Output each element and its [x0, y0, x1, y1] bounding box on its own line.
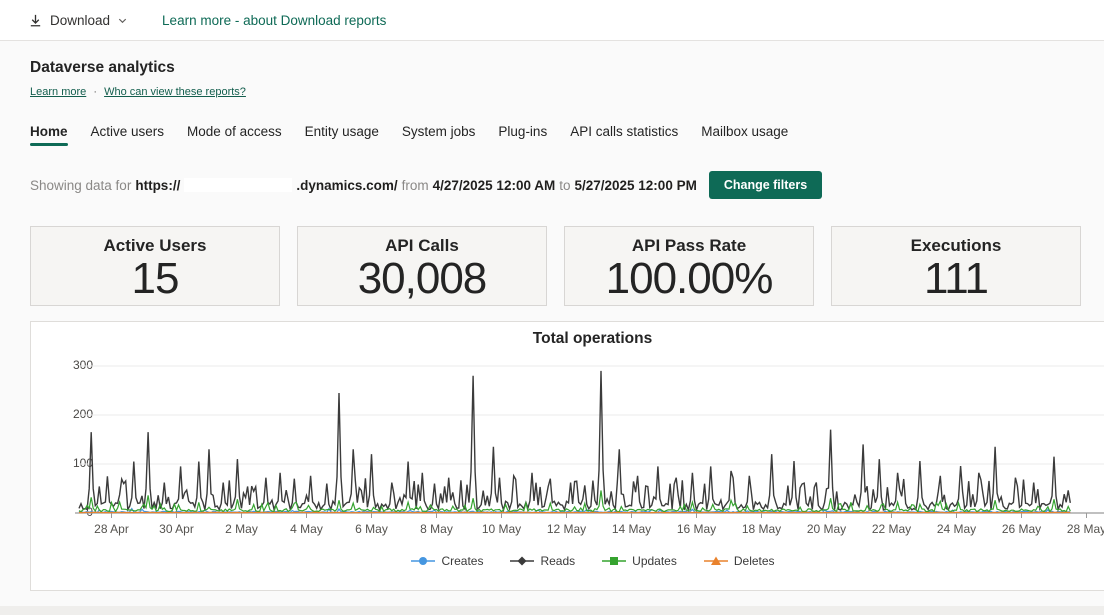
- download-button[interactable]: Download: [28, 13, 128, 28]
- x-axis-tick-label: 8 May: [420, 522, 453, 536]
- x-axis-tick-label: 6 May: [355, 522, 388, 536]
- kpi-card-row: Active Users 15 API Calls 30,008 API Pas…: [30, 226, 1081, 306]
- x-axis-tick-label: 18 May: [741, 522, 782, 536]
- legend-label: Reads: [540, 554, 576, 568]
- legend-item-reads[interactable]: Reads: [509, 554, 575, 568]
- x-axis-tick-label: 24 May: [936, 522, 977, 536]
- x-axis-tick-label: 10 May: [481, 522, 522, 536]
- kpi-value: 30,008: [357, 254, 488, 303]
- x-axis-tick-label: 20 May: [806, 522, 847, 536]
- page-title: Dataverse analytics: [30, 59, 175, 76]
- legend-item-updates[interactable]: Updates: [601, 554, 677, 568]
- x-axis-tick-label: 22 May: [871, 522, 912, 536]
- kpi-title: Executions: [910, 236, 1002, 255]
- series-line-updates: [78, 490, 1071, 513]
- chart-legend: Creates Reads Updates Deletes: [31, 554, 1104, 568]
- main-content: Dataverse analytics Learn more · Who can…: [0, 59, 1104, 591]
- tab-mailbox-usage[interactable]: Mailbox usage: [701, 124, 789, 139]
- learn-more-link[interactable]: Learn more: [30, 86, 87, 98]
- legend-label: Deletes: [733, 554, 775, 568]
- change-filters-button[interactable]: Change filters: [708, 171, 823, 199]
- tab-entity-usage[interactable]: Entity usage: [304, 124, 379, 139]
- x-axis-tick-label: 28 May: [1066, 522, 1104, 536]
- command-bar: Download Learn more - about Download rep…: [0, 0, 1104, 41]
- total-operations-chart-card: Total operations 0 100 200 300 28 Apr 30 Apr 2…: [30, 321, 1104, 591]
- total-operations-chart: 0 100 200 300 28 Apr 30 Apr 2 May 4 May 6 May 8 M…: [31, 322, 1104, 590]
- kpi-title: API Pass Rate: [631, 236, 747, 255]
- legend-square-marker-icon: [602, 557, 627, 565]
- series-line-reads: [78, 370, 1071, 513]
- download-icon: [30, 14, 41, 26]
- link-separator: ·: [93, 86, 97, 98]
- x-axis-tick-label: 16 May: [676, 522, 717, 536]
- tab-home[interactable]: Home: [30, 124, 68, 146]
- redacted-org-name: [184, 178, 293, 192]
- environment-url-prefix: https://: [135, 177, 181, 193]
- report-tabs: Home Active users Mode of access Entity …: [30, 124, 1104, 146]
- kpi-card-executions: Executions 111: [831, 226, 1081, 306]
- chart-canvas: [75, 365, 1104, 518]
- tab-mode-of-access[interactable]: Mode of access: [187, 124, 282, 139]
- kpi-card-active-users: Active Users 15: [30, 226, 280, 306]
- tab-system-jobs[interactable]: System jobs: [401, 124, 476, 139]
- x-axis-tick-label: 30 Apr: [159, 522, 194, 536]
- tab-active-users[interactable]: Active users: [90, 124, 165, 139]
- horizontal-scrollbar[interactable]: [0, 606, 1104, 615]
- kpi-card-api-pass-rate: API Pass Rate 100.00%: [564, 226, 814, 306]
- legend-triangle-marker-icon: [703, 556, 728, 565]
- kpi-value: 100.00%: [605, 254, 774, 303]
- x-axis-tick-label: 12 May: [546, 522, 587, 536]
- legend-label: Updates: [632, 554, 677, 568]
- download-reports-learn-more-link[interactable]: Learn more - about Download reports: [162, 12, 387, 28]
- subtitle-links: Learn more · Who can view these reports?: [30, 86, 1104, 98]
- chart-title: Total operations: [532, 330, 653, 347]
- kpi-value: 15: [131, 254, 180, 303]
- kpi-title: API Calls: [385, 236, 459, 255]
- x-axis-tick-label: 26 May: [1001, 522, 1042, 536]
- chevron-down-icon: [118, 18, 127, 23]
- legend-diamond-marker-icon: [510, 556, 535, 566]
- download-button-label: Download: [50, 12, 111, 28]
- environment-url-suffix: .dynamics.com/: [296, 177, 398, 193]
- legend-label: Creates: [441, 554, 484, 568]
- y-axis-tick-label: 100: [72, 456, 93, 470]
- legend-item-deletes[interactable]: Deletes: [703, 554, 775, 568]
- kpi-card-api-calls: API Calls 30,008: [297, 226, 547, 306]
- tab-api-calls-statistics[interactable]: API calls statistics: [570, 124, 679, 139]
- x-axis-tick-label: 4 May: [290, 522, 323, 536]
- from-word: from: [401, 177, 429, 193]
- to-datetime: 5/27/2025 12:00 PM: [574, 177, 697, 193]
- x-axis-tick-label: 2 May: [225, 522, 258, 536]
- y-axis-tick-label: 200: [72, 407, 93, 421]
- legend-item-creates[interactable]: Creates: [410, 554, 483, 568]
- filter-summary-row: Showing data for https:// .dynamics.com/…: [30, 171, 1104, 199]
- tab-plug-ins[interactable]: Plug-ins: [498, 124, 548, 139]
- kpi-value: 111: [924, 254, 989, 303]
- y-axis-tick-label: 300: [72, 358, 93, 372]
- x-axis-tick-label: 28 Apr: [94, 522, 129, 536]
- who-can-view-link[interactable]: Who can view these reports?: [104, 86, 246, 98]
- kpi-title: Active Users: [103, 236, 207, 255]
- x-axis-tick-label: 14 May: [611, 522, 652, 536]
- filter-prefix-text: Showing data for: [30, 177, 132, 193]
- to-word: to: [559, 177, 571, 193]
- from-datetime: 4/27/2025 12:00 AM: [432, 177, 556, 193]
- legend-circle-marker-icon: [411, 557, 436, 565]
